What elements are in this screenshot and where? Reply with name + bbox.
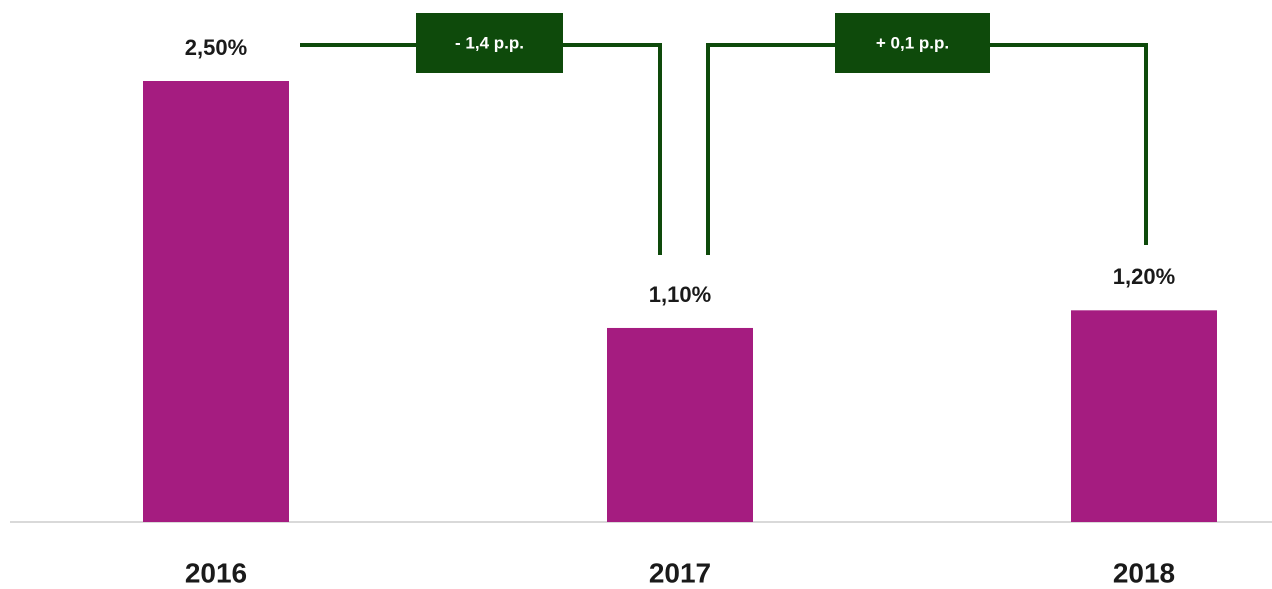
bar	[607, 327, 753, 522]
value-label: 1,20%	[1113, 264, 1175, 289]
annotation-box	[416, 13, 563, 73]
bar	[143, 81, 289, 522]
connector	[300, 43, 662, 255]
value-label: 1,10%	[649, 282, 711, 307]
x-tick-label: 2016	[185, 557, 247, 588]
connector	[706, 43, 1148, 255]
annotation-text: + 0,1 p.p.	[876, 33, 949, 52]
bar	[1071, 310, 1217, 522]
annotation-box	[835, 13, 990, 73]
x-tick-label: 2018	[1113, 557, 1175, 588]
x-tick-label: 2017	[649, 557, 711, 588]
annotation-text: - 1,4 p.p.	[455, 33, 524, 52]
value-label: 2,50%	[185, 35, 247, 60]
